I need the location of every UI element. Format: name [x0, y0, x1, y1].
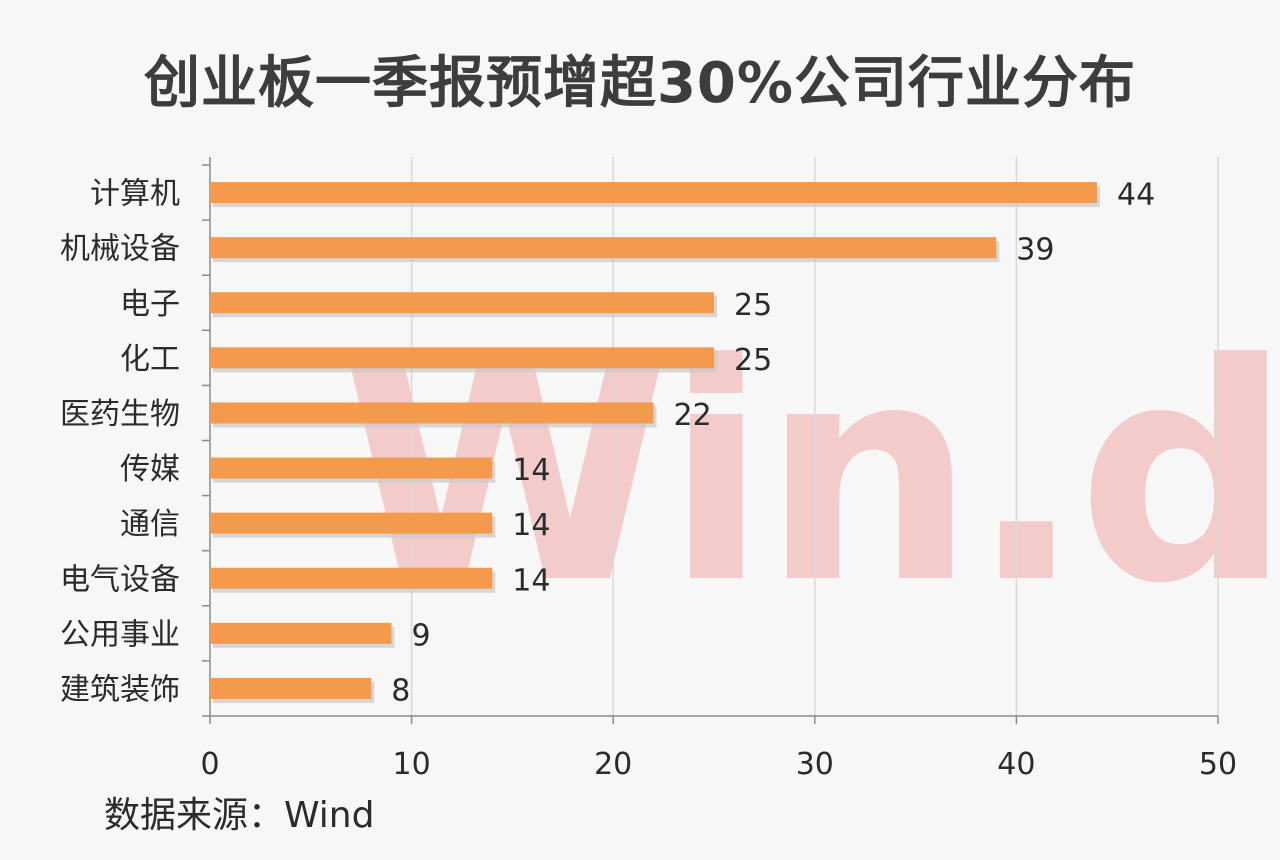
category-label: 计算机 — [90, 177, 180, 212]
category-label: 机械设备 — [60, 232, 180, 267]
x-tick-label: 10 — [393, 747, 431, 782]
category-label: 化工 — [120, 342, 180, 377]
bar-8 — [210, 567, 493, 589]
bar-10 — [210, 677, 372, 699]
bar-7 — [210, 512, 493, 534]
data-label: 14 — [512, 508, 550, 543]
data-label: 14 — [512, 453, 550, 488]
chart-title: 创业板一季报预增超30%公司行业分布 — [143, 51, 1137, 116]
x-tick-label: 40 — [997, 747, 1035, 782]
bar-6 — [210, 457, 493, 479]
bar-4 — [210, 347, 714, 369]
data-label: 9 — [411, 618, 430, 653]
x-tick-label: 20 — [594, 747, 632, 782]
bar-2 — [210, 237, 997, 259]
category-label: 电气设备 — [60, 562, 180, 597]
data-label: 39 — [1016, 233, 1054, 268]
bar-3 — [210, 292, 714, 314]
source-note: 数据来源：Wind — [104, 795, 375, 836]
category-label: 医药生物 — [60, 397, 180, 432]
category-label: 通信 — [120, 507, 180, 542]
data-label: 25 — [734, 288, 772, 323]
data-label: 8 — [391, 673, 410, 708]
data-label: 14 — [512, 563, 550, 598]
category-label: 建筑装饰 — [60, 672, 180, 707]
bar-9 — [210, 622, 392, 644]
category-label: 公用事业 — [60, 617, 180, 652]
data-label: 25 — [734, 343, 772, 378]
x-tick-label: 50 — [1199, 747, 1237, 782]
data-label: 44 — [1117, 178, 1155, 213]
data-label: 22 — [674, 398, 712, 433]
category-label: 电子 — [120, 287, 180, 322]
bar-5 — [210, 402, 654, 424]
category-label: 传媒 — [120, 452, 180, 487]
x-tick-label: 30 — [796, 747, 834, 782]
bar-1 — [210, 182, 1098, 204]
x-tick-label: 0 — [200, 747, 219, 782]
